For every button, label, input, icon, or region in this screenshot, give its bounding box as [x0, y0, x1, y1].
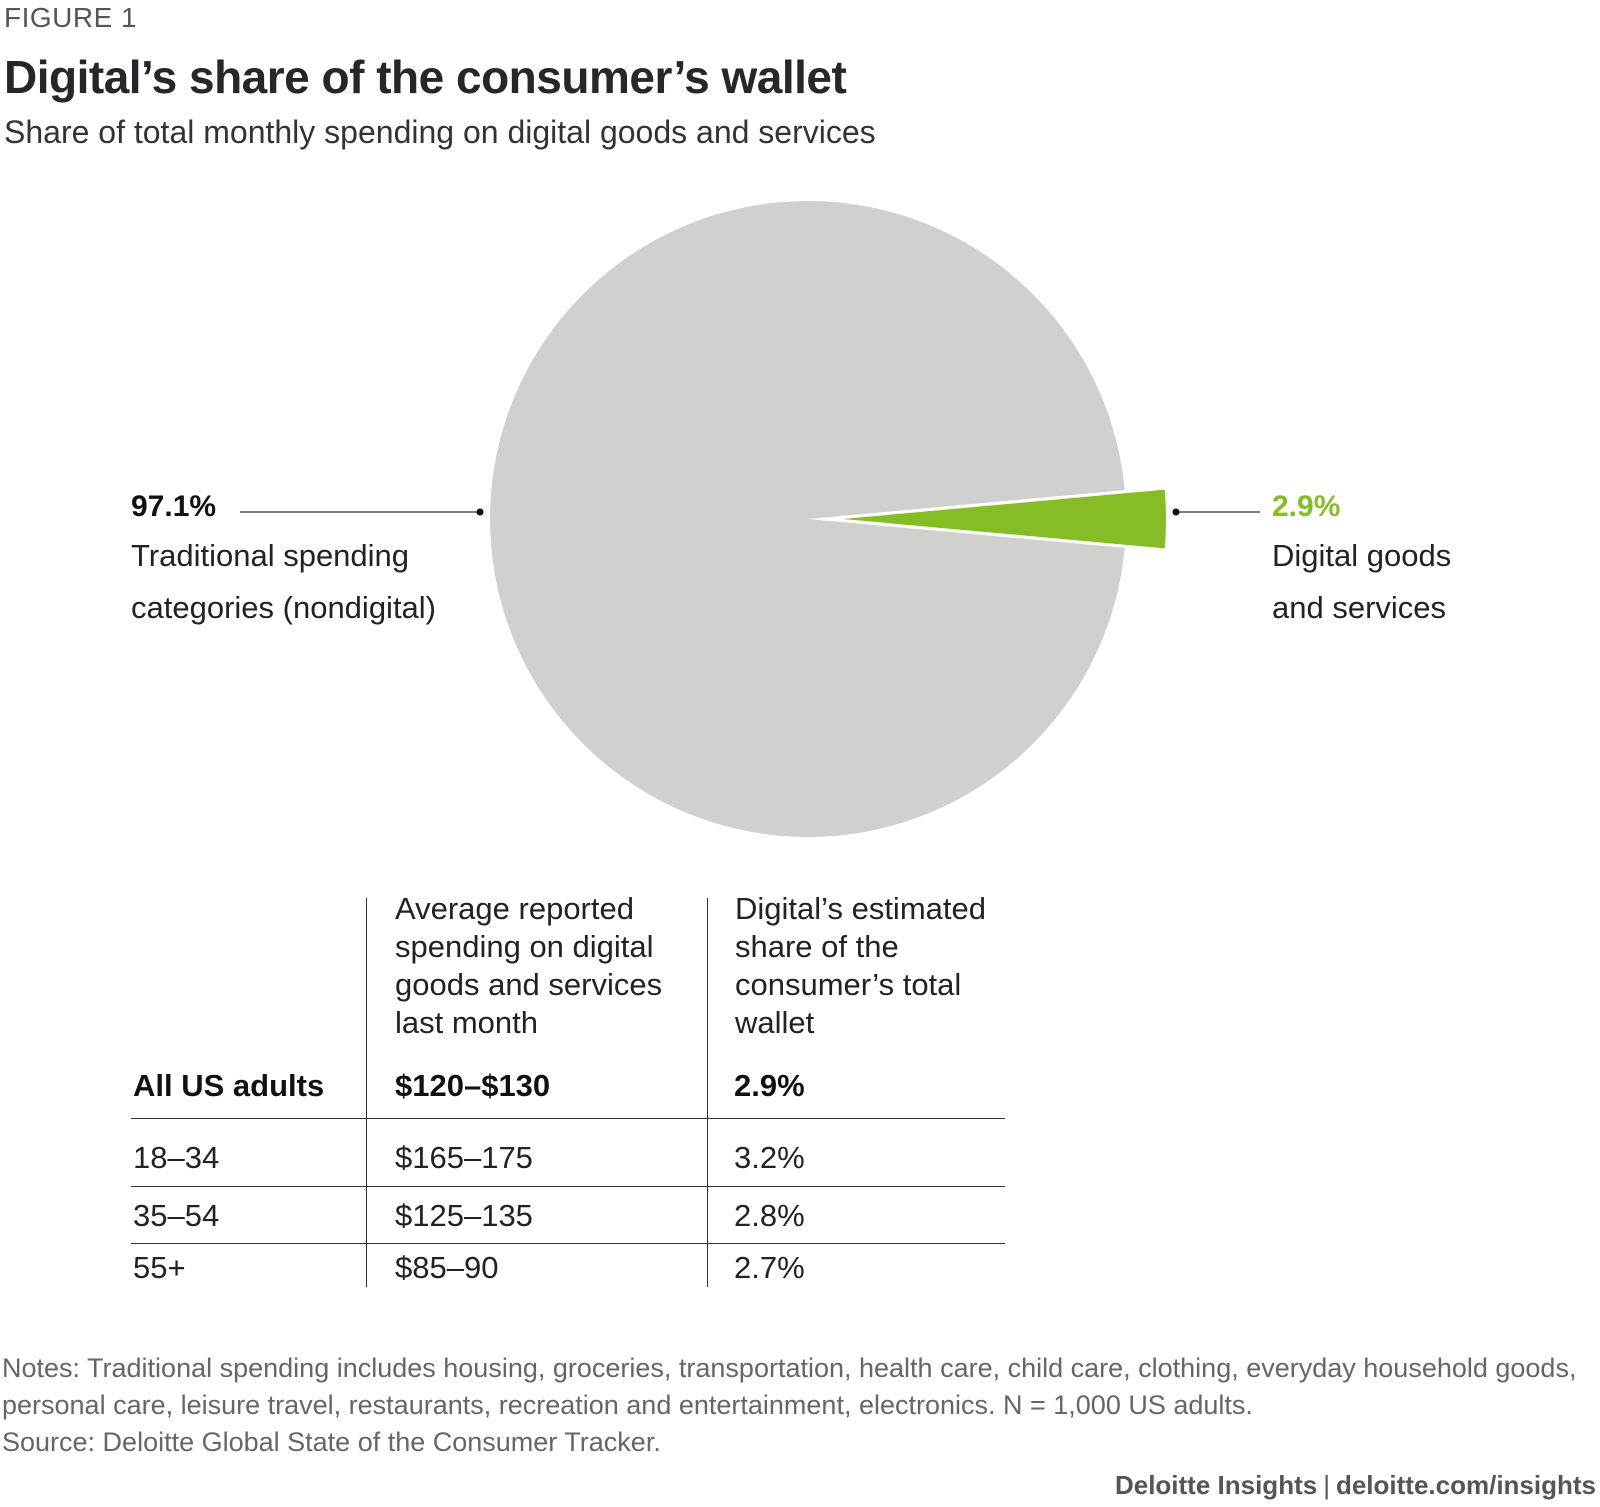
table-cell: 2.7%	[734, 1250, 805, 1285]
footer-link[interactable]: deloitte.com/insights	[1335, 1470, 1596, 1500]
table-divider	[707, 898, 708, 1287]
footer: Deloitte Insights | deloitte.com/insights	[1115, 1470, 1596, 1501]
pie-chart	[240, 200, 1260, 837]
leader-dot-traditional	[476, 508, 484, 516]
source-text: Source: Deloitte Global State of the Con…	[2, 1427, 661, 1457]
pie-slice-traditional	[489, 200, 1125, 837]
figure-label: FIGURE 1	[4, 2, 138, 33]
table-header-share: Digital’s estimated share of the consume…	[735, 891, 986, 1040]
notes: Notes: Traditional spending includes hou…	[2, 1350, 1592, 1461]
table-cell: 2.9%	[734, 1068, 805, 1103]
table-cell: All US adults	[133, 1068, 325, 1103]
table-cell: 2.8%	[734, 1198, 805, 1233]
table-cell: $120–$130	[395, 1068, 551, 1103]
table-row-divider	[131, 1243, 1005, 1244]
chart-subtitle: Share of total monthly spending on digit…	[4, 114, 876, 150]
chart-title: Digital’s share of the consumer’s wallet	[4, 51, 847, 103]
table-row-divider	[131, 1186, 1005, 1187]
table-row-divider	[131, 1118, 1005, 1119]
pie-slice-digital	[843, 489, 1166, 549]
table-cell: 35–54	[133, 1198, 220, 1233]
slice-label-traditional: Traditional spending categories (nondigi…	[131, 538, 437, 625]
slice-value-traditional: 97.1%	[131, 490, 217, 523]
notes-text: Notes: Traditional spending includes hou…	[2, 1353, 1577, 1420]
table-cell: 3.2%	[734, 1140, 805, 1175]
footer-brand: Deloitte Insights	[1114, 1470, 1318, 1500]
table-divider	[366, 898, 367, 1287]
footer-separator: |	[1323, 1470, 1330, 1500]
slice-label-digital: Digital goods and services	[1272, 538, 1452, 625]
table-cell: 18–34	[133, 1140, 220, 1175]
table-header-spending: Average reported spending on digital goo…	[395, 891, 663, 1040]
table-cell: $165–175	[395, 1140, 533, 1175]
leader-dot-digital	[1172, 508, 1180, 516]
table-cell: 55+	[133, 1250, 186, 1285]
table-cell: $85–90	[395, 1250, 499, 1285]
table-cell: $125–135	[395, 1198, 533, 1233]
slice-value-digital: 2.9%	[1272, 490, 1341, 523]
